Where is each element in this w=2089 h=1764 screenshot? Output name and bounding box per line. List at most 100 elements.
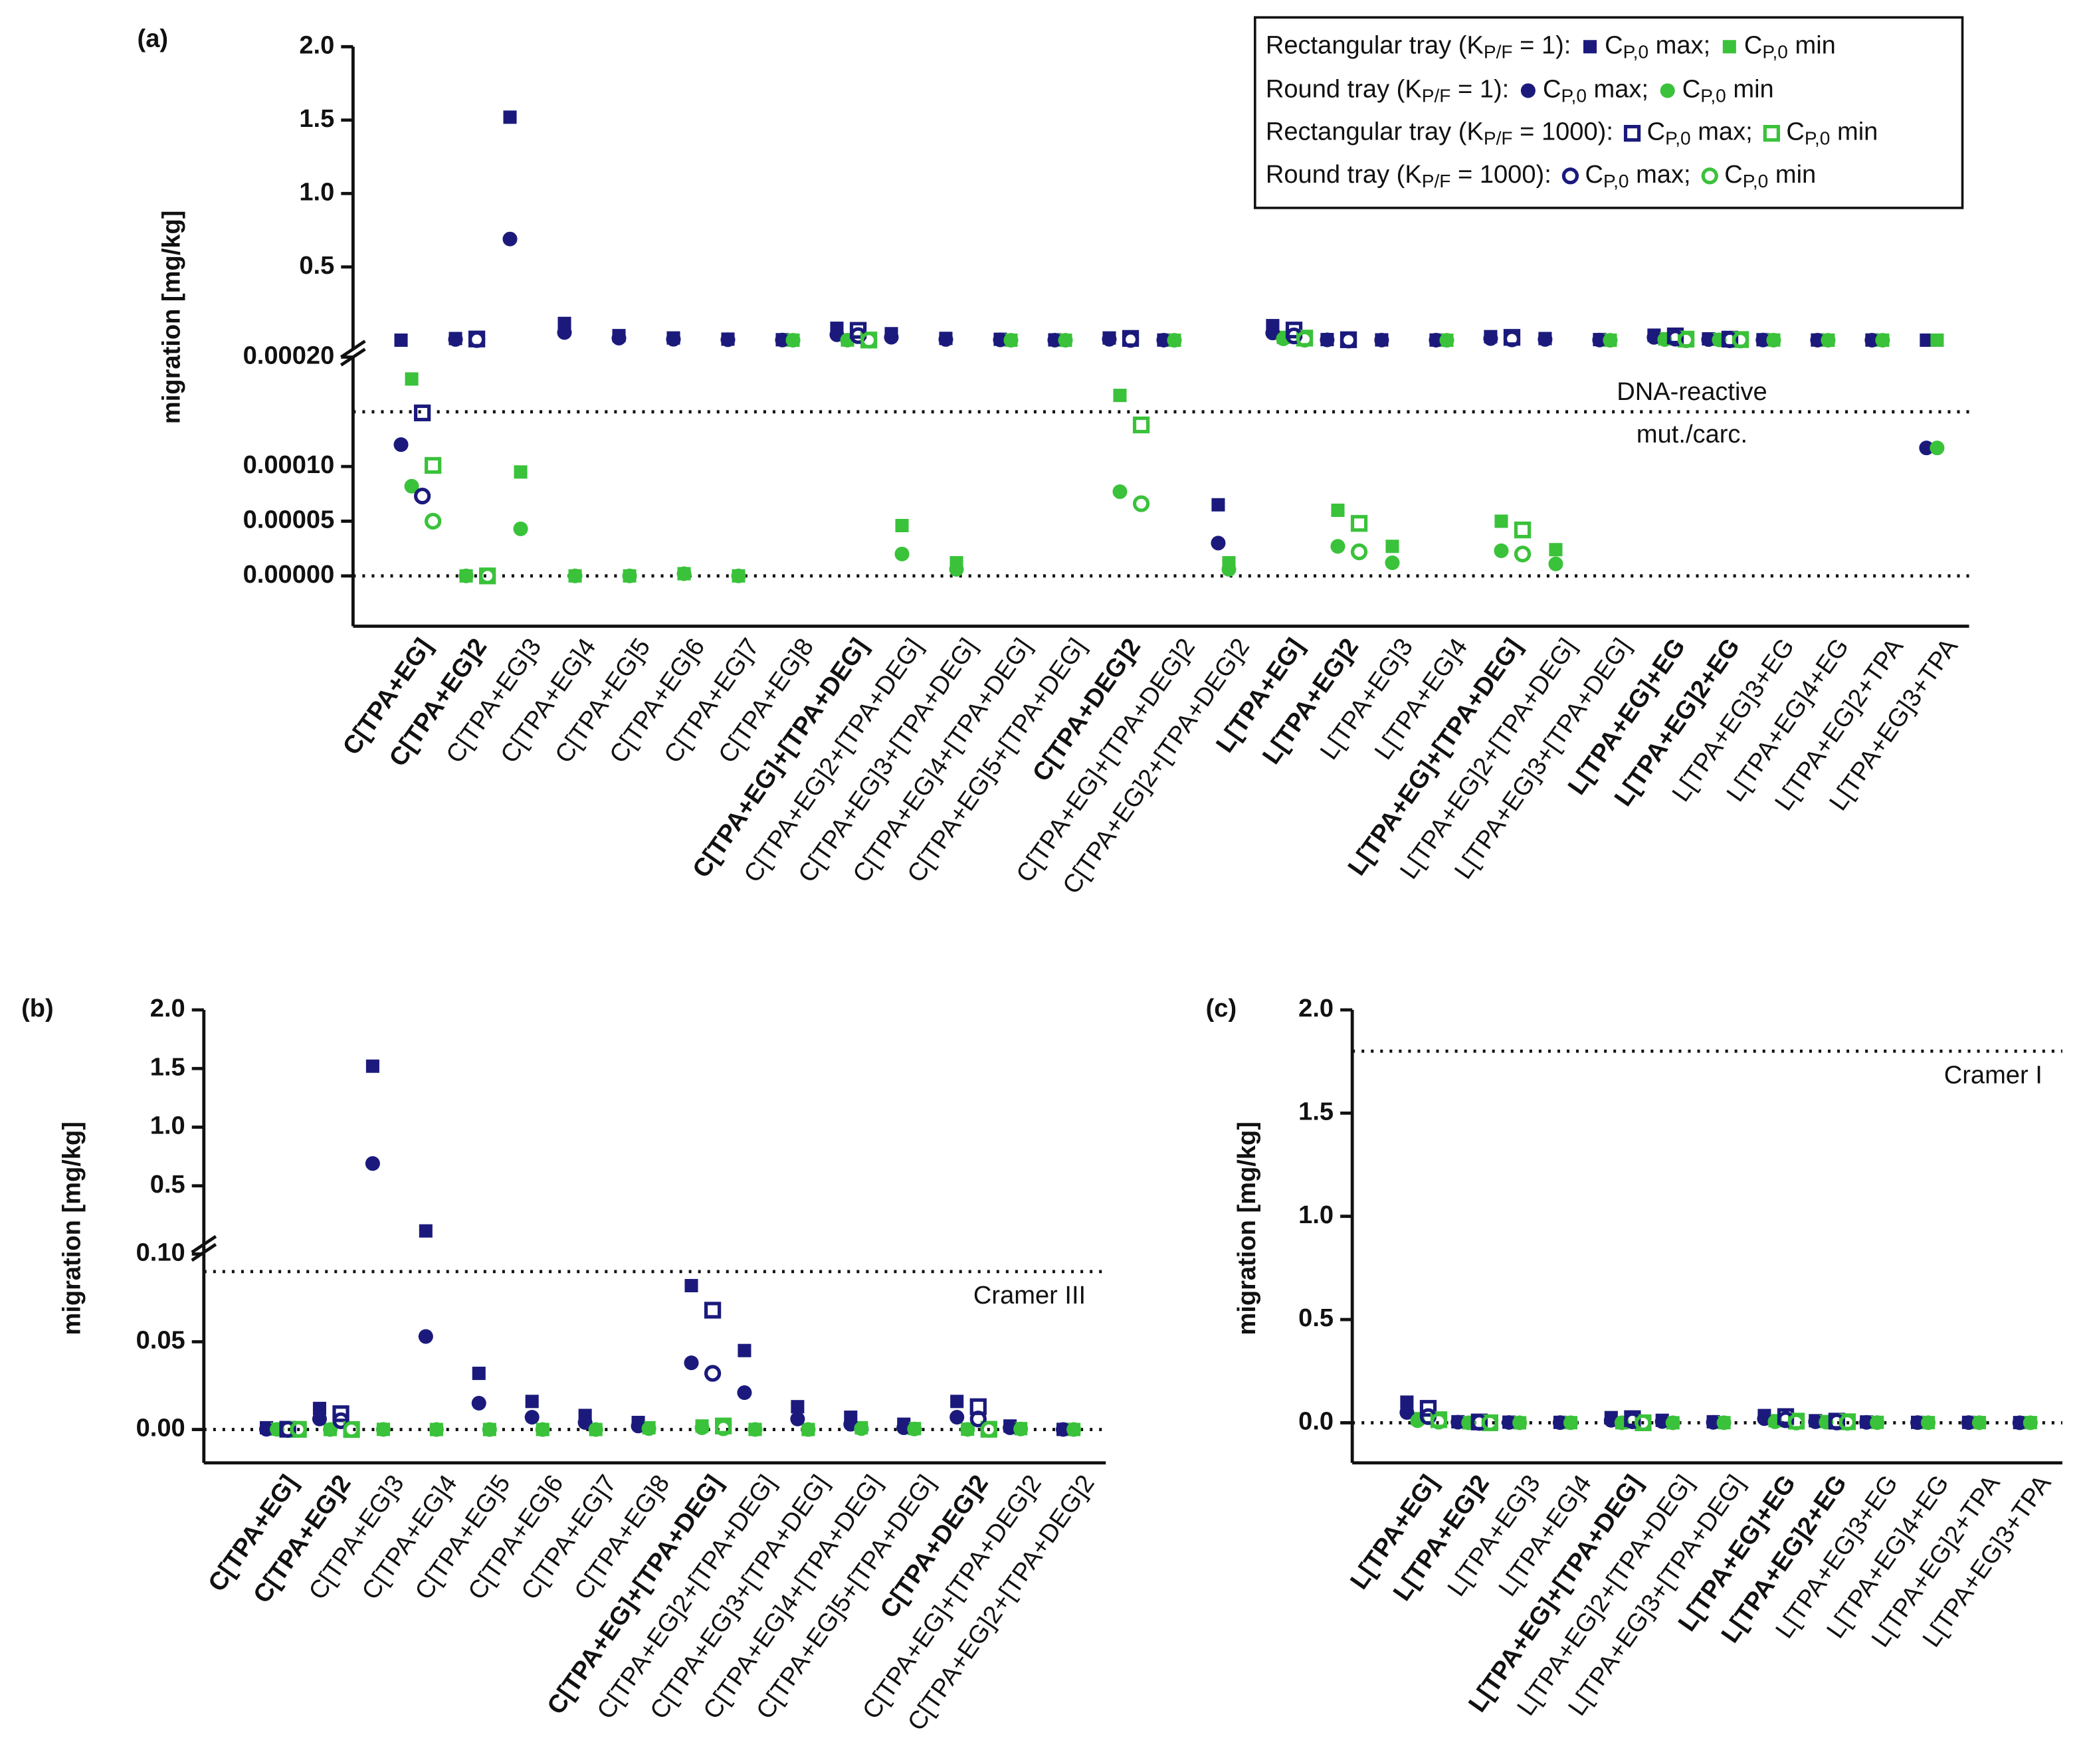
marker-square (1331, 503, 1345, 518)
marker-circle (418, 1329, 433, 1344)
marker-circle (1787, 1413, 1805, 1430)
marker-circle (1665, 1415, 1680, 1430)
panel-label: (b) (21, 995, 54, 1023)
marker-circle (949, 561, 964, 577)
y-tick-label: 0.00020 (243, 342, 335, 370)
marker-square (525, 1395, 539, 1409)
marker-square (312, 1401, 326, 1415)
marker-circle (731, 568, 746, 583)
text-part: C (1543, 76, 1561, 104)
marker-circle (1701, 167, 1718, 185)
y-tick-label: 1.0 (150, 1112, 185, 1140)
marker-circle (1828, 1413, 1845, 1430)
marker-circle (1066, 1422, 1082, 1437)
panel-label: (a) (138, 25, 169, 52)
text-part: C (1605, 31, 1623, 59)
marker-circle (332, 1412, 349, 1429)
marker-square (394, 333, 408, 347)
marker-circle (1660, 83, 1675, 98)
subscript: P,0 (1762, 42, 1788, 62)
marker-circle (468, 331, 486, 348)
subscript: P/F (1484, 42, 1513, 62)
marker-circle (1561, 167, 1579, 185)
marker-circle (1470, 1414, 1488, 1431)
text-part: max; (1587, 76, 1656, 104)
marker-circle (258, 1422, 274, 1437)
marker-circle (1003, 333, 1019, 348)
legend-entry: CP,0 max; (1605, 31, 1718, 62)
marker-circle (1481, 1414, 1499, 1432)
text-part: min (1788, 31, 1836, 59)
marker-circle (960, 1422, 975, 1437)
marker-square (791, 1400, 805, 1414)
y-tick-label: 0.00005 (243, 506, 335, 534)
marker-circle (938, 332, 953, 347)
marker-circle (2012, 1415, 2027, 1430)
marker-circle (448, 332, 463, 347)
marker-circle (1666, 330, 1684, 347)
marker-circle (1677, 331, 1695, 348)
marker-circle (312, 1411, 327, 1426)
y-axis-title: migration [mg/kg] (1233, 1122, 1261, 1335)
reference-label: Cramer III (973, 1282, 1086, 1310)
subscript: P/F (1484, 128, 1513, 149)
panel-label: (c) (1206, 995, 1237, 1023)
y-tick-label: 2.0 (150, 995, 185, 1023)
marker-circle (1430, 1413, 1448, 1430)
marker-circle (1503, 330, 1521, 347)
axis-break (340, 340, 366, 359)
marker-circle (1132, 495, 1150, 512)
text-part: Round tray (K (1266, 161, 1422, 189)
marker-square (1930, 333, 1944, 347)
text-part: C (1786, 118, 1804, 146)
marker-circle (1399, 1405, 1415, 1420)
marker-circle (747, 1422, 763, 1437)
marker-square (425, 456, 442, 474)
subscript: P,0 (1561, 86, 1587, 106)
marker-circle (1450, 1415, 1466, 1430)
marker-circle (1870, 1415, 1885, 1430)
y-axis-title: migration [mg/kg] (158, 211, 186, 425)
y-tick-label: 0.00010 (243, 451, 335, 479)
marker-circle (1839, 1414, 1856, 1431)
y-tick-label: 0.10 (136, 1239, 185, 1267)
legend-title: Round tray (KP/F = 1000): (1266, 161, 1559, 191)
subscript: P/F (1422, 86, 1451, 106)
marker-circle (907, 1421, 922, 1436)
text-part: Rectangular tray (K (1266, 31, 1484, 59)
marker-circle (884, 330, 899, 345)
legend-entry: CP,0 min (1744, 31, 1836, 62)
marker-square (1514, 521, 1532, 539)
marker-square (405, 372, 419, 386)
marker-circle (343, 1421, 360, 1438)
legend-entry: CP,0 min (1786, 118, 1878, 149)
marker-square (1113, 389, 1127, 403)
marker-circle (513, 521, 528, 537)
marker-circle (694, 1420, 710, 1435)
text-part: C (1724, 161, 1743, 189)
marker-square (1400, 1395, 1414, 1409)
text-part: = 1): (1513, 31, 1578, 59)
marker-circle (1483, 331, 1498, 346)
marker-circle (458, 568, 474, 583)
marker-square (413, 404, 431, 422)
marker-circle (1330, 539, 1345, 554)
text-part: min (1768, 161, 1816, 189)
subscript: P,0 (1665, 128, 1691, 149)
legend-entry: CP,0 min (1724, 161, 1816, 191)
marker-circle (1766, 332, 1781, 348)
marker-circle (1296, 330, 1314, 348)
marker-square (419, 1224, 433, 1238)
marker-circle (1961, 1415, 1976, 1430)
marker-circle (790, 1411, 805, 1426)
marker-circle (404, 478, 419, 494)
y-tick-label: 2.0 (299, 31, 334, 59)
marker-square (950, 1395, 964, 1409)
marker-circle (1156, 332, 1171, 348)
marker-circle (737, 1385, 752, 1401)
marker-square (895, 519, 909, 533)
marker-circle (1971, 1415, 1987, 1430)
marker-circle (425, 512, 442, 530)
